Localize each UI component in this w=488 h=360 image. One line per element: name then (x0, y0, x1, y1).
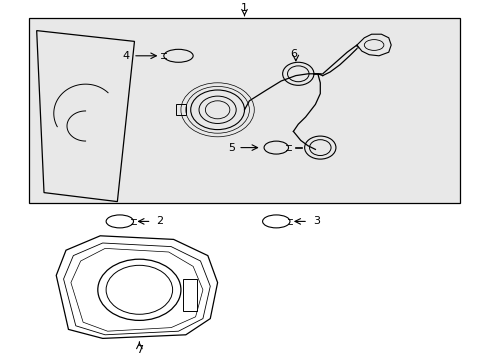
Bar (29, 18, 459, 203)
Text: 6: 6 (289, 49, 296, 59)
Text: 1: 1 (241, 3, 247, 13)
Text: 3: 3 (312, 216, 319, 226)
Text: 4: 4 (122, 51, 129, 61)
Text: 7: 7 (136, 345, 142, 355)
Text: 2: 2 (156, 216, 163, 226)
Bar (183, 279, 197, 311)
Text: 5: 5 (227, 143, 234, 153)
